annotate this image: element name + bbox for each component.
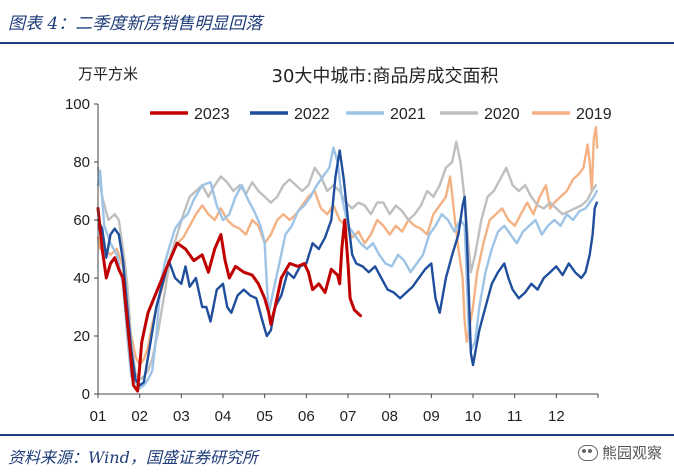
x-tick-label: 09 [423,408,440,425]
plot-area [96,126,599,393]
x-tick-label: 12 [548,408,565,425]
x-tick-label: 06 [298,408,315,425]
legend: 2023 2022 2021 2020 2019 [150,106,612,123]
y-tick-label: 20 [73,328,90,345]
chart-title: 30大中城市:商品房成交面积 [272,66,499,87]
figure-title: 图表 4：二季度新房销售明显回落 [8,14,263,34]
watermark: 熊园观察 [577,442,662,463]
y-tick-label: 40 [73,270,90,287]
figure-header: 图表 4：二季度新房销售明显回落 [0,0,674,44]
series-line-2022 [96,149,598,387]
y-tick-label: 100 [65,96,90,113]
x-tick-label: 08 [381,408,398,425]
legend-label-2023: 2023 [194,106,230,123]
x-tick-label: 11 [507,408,523,425]
x-tick-label: 07 [340,408,357,425]
series-line-2023 [96,206,362,393]
watermark-text: 熊园观察 [601,444,662,462]
legend-label-2019: 2019 [576,106,612,123]
x-tick-label: 01 [90,408,107,425]
legend-label-2021: 2021 [390,106,426,123]
series-line-2021 [96,146,598,390]
legend-label-2020: 2020 [484,106,520,123]
x-tick-label: 04 [215,408,232,425]
figure-footer: 资料来源：Wind，国盛证券研究所 熊园观察 [0,434,674,476]
y-tick-label: 0 [82,386,90,403]
x-tick-label: 02 [131,408,148,425]
source-note: 资料来源：Wind，国盛证券研究所 [8,448,258,467]
legend-label-2022: 2022 [294,106,330,123]
x-tick-label: 10 [465,408,482,425]
x-tick-label: 03 [173,408,190,425]
y-tick-label: 60 [73,212,90,229]
x-axis: 01 02 03 04 05 06 07 08 09 10 11 12 [90,393,599,425]
wechat-icon [577,444,598,461]
y-axis: 0 20 40 60 80 100 [65,96,99,403]
y-tick-label: 80 [73,154,90,171]
y-axis-label: 万平方米 [78,65,138,83]
x-tick-label: 05 [256,408,273,425]
chart: 万平方米 30大中城市:商品房成交面积 2023 2022 2021 2020 2019… [65,65,612,425]
